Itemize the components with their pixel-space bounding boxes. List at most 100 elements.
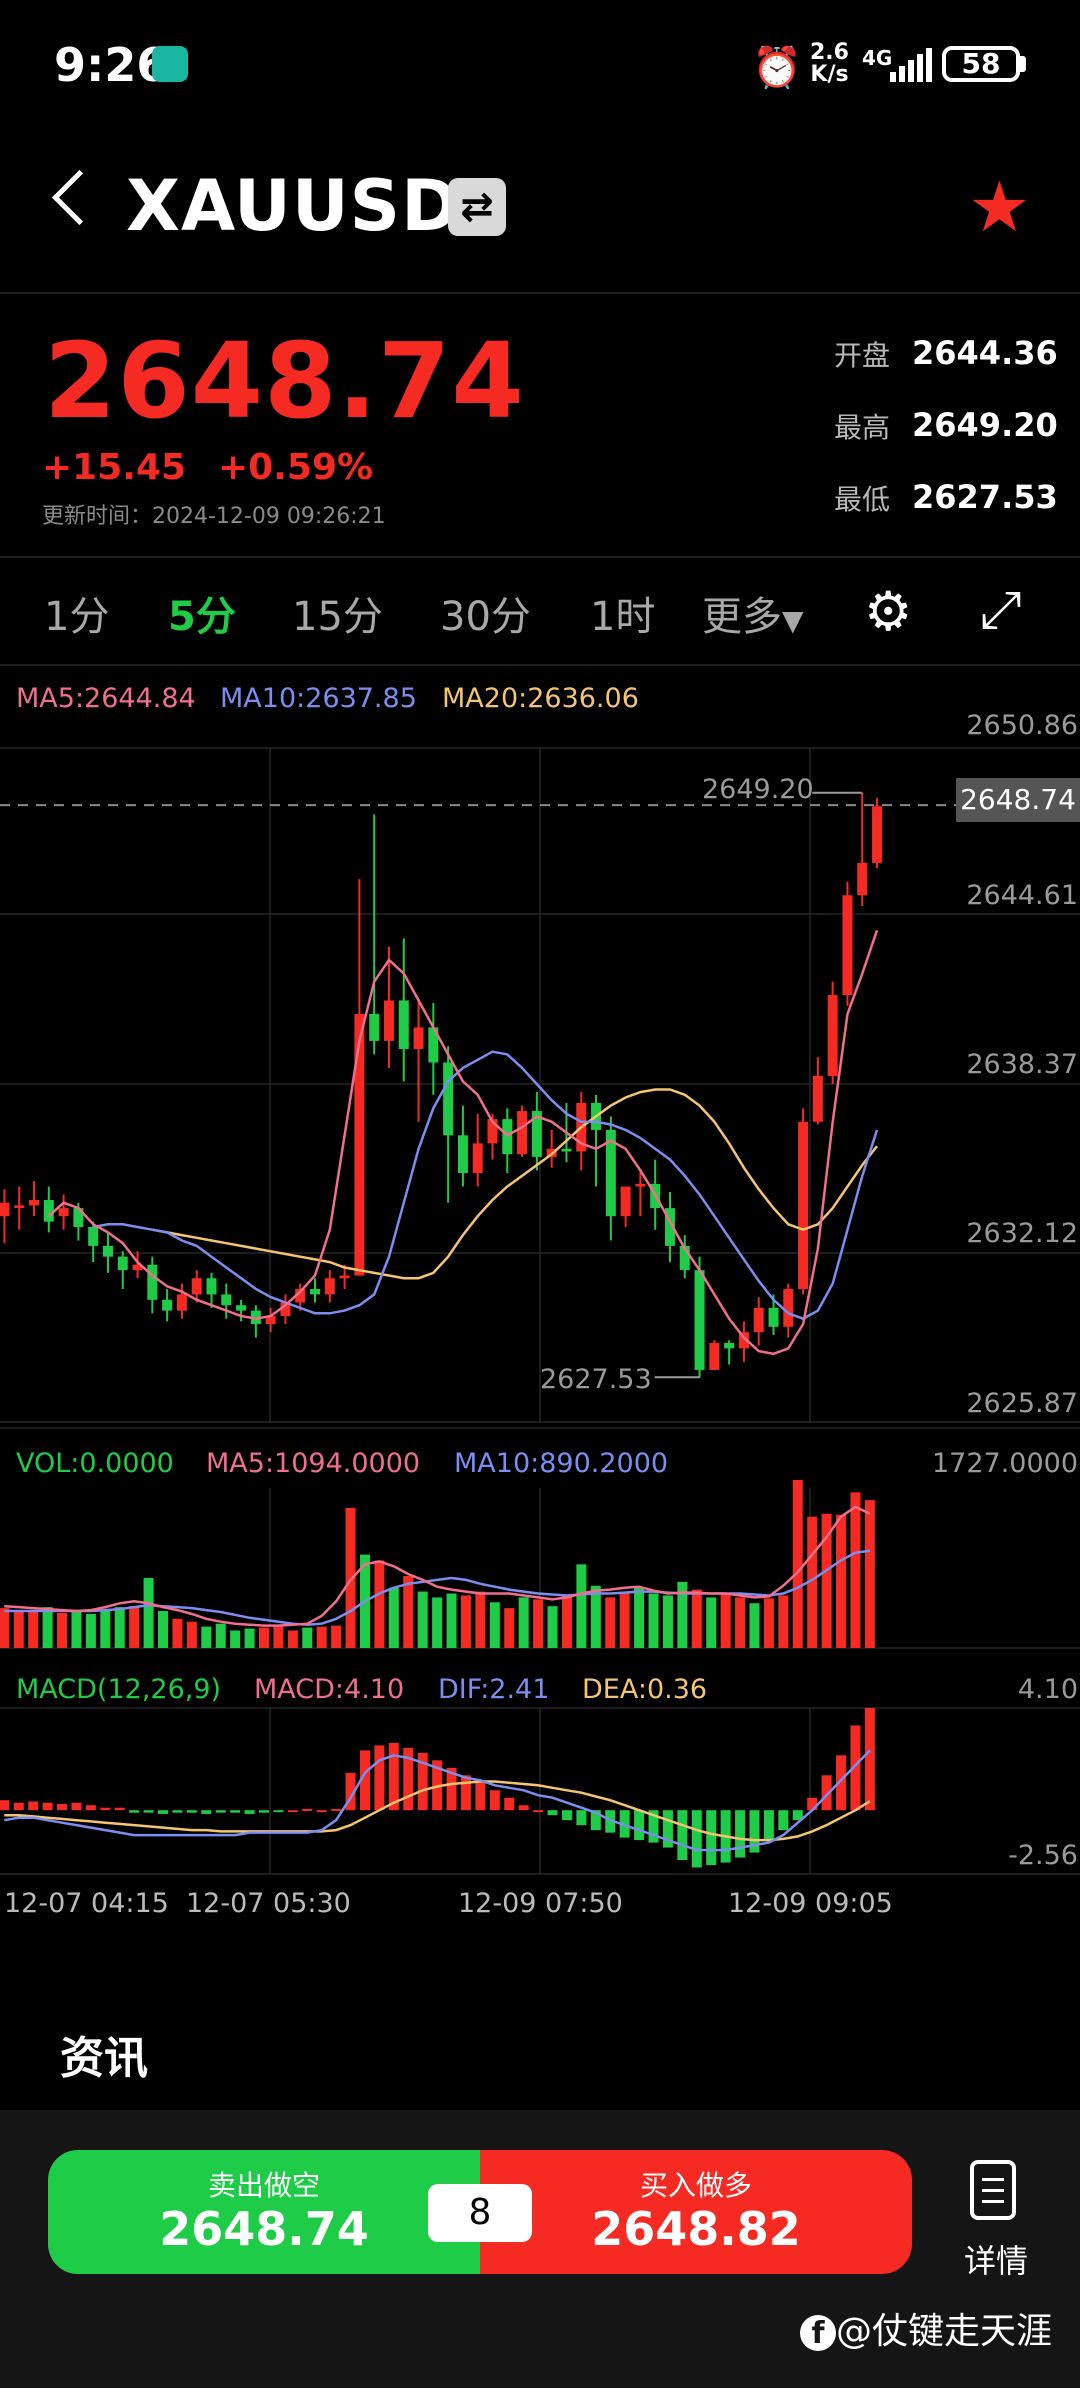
volume-bar — [186, 1621, 197, 1648]
macd-hist-bar — [0, 1800, 10, 1811]
y-tick: 2625.87 — [966, 1388, 1078, 1419]
candle-body — [561, 1148, 572, 1152]
macd-hist-bar — [230, 1810, 241, 1813]
volume-bar — [807, 1516, 818, 1648]
divider — [0, 664, 1080, 666]
volume-bar — [331, 1625, 342, 1648]
sell-label: 卖出做空 — [207, 2169, 320, 2202]
candle-body — [339, 1275, 350, 1279]
volume-bar — [735, 1597, 746, 1648]
macd-hist-bar — [518, 1805, 529, 1811]
price-change: +15.45 — [42, 447, 187, 488]
swap-icon[interactable]: ⇄ — [448, 178, 506, 236]
x-tick: 12-09 07:50 — [458, 1888, 623, 1919]
macd-hist-bar — [634, 1810, 645, 1841]
macd-hist-bar — [561, 1810, 572, 1821]
candle-body — [310, 1289, 321, 1295]
macd-hist-bar — [71, 1802, 82, 1811]
ma20-legend: MA20:2636.06 — [442, 683, 639, 714]
volume-bar — [287, 1630, 298, 1648]
volume-bar — [547, 1606, 558, 1648]
volume-bar — [158, 1611, 169, 1648]
candle-body — [517, 1111, 528, 1155]
macd-hist-bar — [100, 1807, 111, 1811]
facebook-icon: f — [800, 2315, 836, 2351]
macd-hist-bar — [244, 1810, 255, 1814]
tab-30min[interactable]: 30分 — [440, 594, 531, 640]
volume-bar — [778, 1595, 789, 1648]
gear-icon[interactable]: ⚙ — [864, 580, 913, 643]
low-label: 最低 — [834, 483, 891, 516]
sell-short-button[interactable]: 卖出做空 2648.74 — [48, 2150, 480, 2274]
watermark: f @仗键走天涯 — [800, 2302, 1052, 2354]
volume-bar — [634, 1587, 645, 1648]
volume-bar — [316, 1626, 327, 1648]
volume-bar — [518, 1597, 529, 1648]
tab-1hour[interactable]: 1时 — [590, 594, 656, 640]
candle-body — [206, 1278, 217, 1295]
x-tick: 12-07 05:30 — [186, 1888, 351, 1919]
status-time: 9:26 — [54, 38, 169, 92]
candle-body — [14, 1205, 25, 1209]
macd-value: MACD:4.10 — [254, 1674, 405, 1705]
macd-hist-bar — [201, 1810, 212, 1814]
candle-body — [162, 1299, 173, 1311]
symbol-title: XAUUSD — [126, 165, 461, 247]
macd-title: MACD(12,26,9) — [16, 1674, 222, 1705]
status-bar: 9:26 ⏰ 2.6 K/s 4G 58 — [0, 0, 1080, 140]
volume-bar — [129, 1606, 140, 1648]
tab-more[interactable]: 更多▼ — [702, 594, 804, 640]
news-section-title[interactable]: 资讯 — [60, 2033, 148, 2084]
candle-body — [428, 1027, 439, 1063]
kline-chart[interactable] — [0, 0, 1080, 1900]
volume-bar — [244, 1628, 255, 1648]
fullscreen-expand-icon[interactable]: ⤢ — [980, 580, 1022, 640]
macd-hist-bar — [792, 1810, 803, 1821]
x-tick: 12-09 09:05 — [728, 1888, 893, 1919]
candle-body — [191, 1278, 202, 1295]
macd-hist-bar — [13, 1802, 24, 1811]
candle-body — [88, 1227, 99, 1246]
macd-hist-bar — [143, 1810, 154, 1813]
macd-hist-bar — [259, 1810, 269, 1813]
candle-body — [29, 1200, 40, 1206]
volume-bar — [85, 1613, 96, 1648]
volume-bar — [489, 1602, 500, 1648]
dif-line — [4, 1749, 871, 1852]
candle-body — [738, 1332, 749, 1349]
candle-body — [531, 1111, 542, 1157]
tab-15min[interactable]: 15分 — [292, 594, 383, 640]
volume-bar — [417, 1591, 428, 1648]
volume-bar — [13, 1610, 24, 1648]
volume-bar — [590, 1585, 601, 1648]
volume-bar — [706, 1597, 717, 1648]
volume-bar — [619, 1591, 630, 1648]
macd-hist-bar — [417, 1752, 428, 1811]
tab-1min[interactable]: 1分 — [44, 594, 110, 640]
candle-body — [132, 1264, 143, 1271]
candle-body — [102, 1245, 113, 1257]
macd-hist-bar — [186, 1810, 197, 1813]
tab-5min[interactable]: 5分 — [168, 594, 236, 640]
volume-bar — [763, 1598, 774, 1648]
volume-bar — [143, 1577, 154, 1648]
buy-long-button[interactable]: 买入做多 2648.82 — [480, 2150, 912, 2274]
volume-bar — [533, 1599, 544, 1648]
candle-body — [236, 1305, 247, 1311]
macd-hist-bar — [648, 1810, 659, 1843]
favorite-star-icon[interactable]: ★ — [968, 166, 1031, 248]
candle-body — [842, 895, 853, 996]
macd-hist-bar — [504, 1797, 515, 1811]
candle-body — [250, 1310, 261, 1325]
volume-bar — [821, 1513, 832, 1648]
macd-hist-bar — [850, 1725, 861, 1811]
volume-bar — [648, 1593, 659, 1648]
battery-icon: 58 — [942, 46, 1020, 82]
detail-label[interactable]: 详情 — [964, 2242, 1029, 2280]
macd-hist-bar — [864, 1708, 875, 1811]
macd-hist-bar — [533, 1810, 544, 1813]
vol-y-tick: 1727.0000 — [931, 1448, 1078, 1479]
clipboard-icon[interactable] — [970, 2160, 1016, 2220]
ma10-line — [92, 1050, 879, 1321]
price-change-pct: +0.59% — [218, 447, 374, 488]
